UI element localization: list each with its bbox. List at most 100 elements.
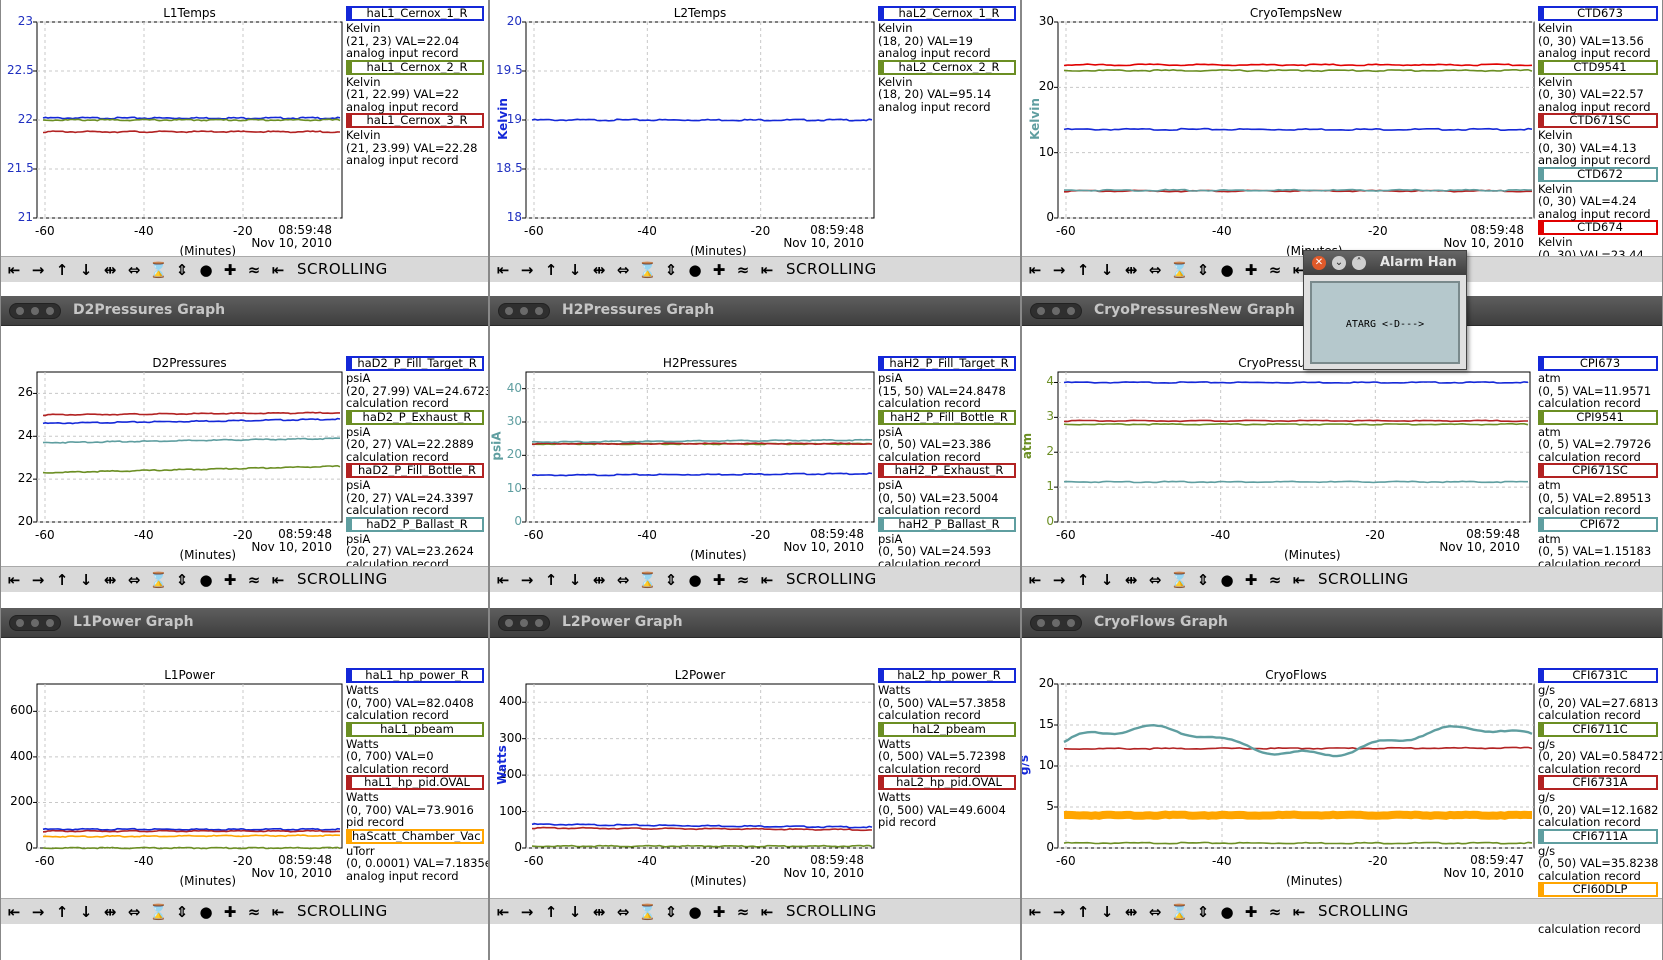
zoom-x-icon[interactable]: ⇹ [1124,903,1138,921]
legend-item-name[interactable]: haL2_Cernox_2_R [878,59,1016,75]
graph-window-d2pressures[interactable]: D2Pressures Graph D2Pressures 26 24 22 20 -60 -… [0,296,489,608]
legend-item-name[interactable]: haL1_hp_pid.OVAL [346,775,484,790]
plot-canvas[interactable] [490,608,1021,960]
zoom-y-icon[interactable]: ⇕ [175,261,189,279]
plus-icon[interactable]: ✚ [223,903,237,921]
plus-icon[interactable]: ✚ [223,571,237,589]
arrow-right-icon[interactable]: → [1052,571,1066,589]
legend-item-name[interactable]: CFI6731A [1538,775,1658,790]
close-icon[interactable] [1037,619,1045,627]
autoscale-icon[interactable]: ≈ [247,571,261,589]
plot-canvas[interactable] [1022,296,1663,608]
maximize-icon[interactable] [1067,619,1075,627]
graph-window-l2power[interactable]: L2Power Graph L2Power 400 300 200 100 0 -60 -40 -… [489,608,1021,960]
plus-icon[interactable]: ✚ [712,571,726,589]
back-icon[interactable]: ⇤ [271,571,285,589]
legend-item-name[interactable]: haD2_P_Fill_Target_R [346,356,484,371]
hourglass-icon[interactable]: ⌛ [638,571,657,589]
hourglass-icon[interactable]: ⌛ [1170,571,1189,589]
record-icon[interactable]: ● [199,571,213,589]
arrow-up-icon[interactable]: ↑ [55,261,69,279]
graph-window-cryoflows[interactable]: CryoFlows Graph CryoFlows 20 15 10 5 0 -60 -40 -2… [1021,608,1663,960]
arrow-down-icon[interactable]: ↓ [1100,903,1114,921]
plus-icon[interactable]: ✚ [223,261,237,279]
legend-item-name[interactable]: haD2_P_Exhaust_R [346,409,484,425]
legend-item-name[interactable]: CTD672 [1538,166,1658,182]
pan-x-icon[interactable]: ⇔ [1148,903,1162,921]
plot-canvas[interactable] [490,296,1021,608]
legend-item-name[interactable]: haD2_P_Fill_Bottle_R [346,463,484,478]
close-icon[interactable] [505,307,513,315]
zoom-x-icon[interactable]: ⇹ [592,903,606,921]
window-title-bar[interactable]: CryoFlows Graph [1022,608,1662,638]
back-icon[interactable]: ⇤ [1292,261,1306,279]
pan-x-icon[interactable]: ⇔ [1148,261,1162,279]
arrow-up-icon[interactable]: ↑ [544,903,558,921]
alarm-title-bar[interactable]: ✕ ⌄ ˄ Alarm Han [1304,251,1466,275]
arrow-up-icon[interactable]: ↑ [544,571,558,589]
autoscale-icon[interactable]: ≈ [1268,261,1282,279]
legend-item-name[interactable]: CFI6711A [1538,828,1658,844]
first-icon[interactable]: ⇤ [496,261,510,279]
minimize-icon[interactable] [520,307,528,315]
pan-x-icon[interactable]: ⇔ [127,903,141,921]
record-icon[interactable]: ● [688,903,702,921]
back-icon[interactable]: ⇤ [1292,571,1306,589]
first-icon[interactable]: ⇤ [7,903,21,921]
record-icon[interactable]: ● [199,261,213,279]
legend-item-name[interactable]: CPI673 [1538,356,1658,371]
back-icon[interactable]: ⇤ [271,903,285,921]
graph-window-l2temps[interactable]: L2Temps 20 19.5 19 18.5 18 -60 -40 -20 Kelvin (Min… [489,0,1021,298]
pan-x-icon[interactable]: ⇔ [127,261,141,279]
window-controls[interactable] [1030,303,1082,319]
pan-x-icon[interactable]: ⇔ [616,571,630,589]
first-icon[interactable]: ⇤ [1028,903,1042,921]
legend-item-name[interactable]: CTD9541 [1538,59,1658,75]
legend-item-name[interactable]: CPI671SC [1538,463,1658,478]
plot-canvas[interactable] [1022,608,1663,960]
minimize-icon[interactable] [1052,619,1060,627]
arrow-up-icon[interactable]: ↑ [1076,903,1090,921]
close-icon[interactable]: ✕ [1312,256,1326,270]
graph-window-l1temps[interactable]: L1Temps 23 22.5 22 21.5 21 -60 -40 -20 (Minutes) 0… [0,0,489,298]
back-icon[interactable]: ⇤ [760,903,774,921]
legend-item-name[interactable]: haL1_Cernox_2_R [346,59,484,75]
autoscale-icon[interactable]: ≈ [247,903,261,921]
first-icon[interactable]: ⇤ [7,571,21,589]
arrow-right-icon[interactable]: → [31,571,45,589]
minimize-icon[interactable] [520,619,528,627]
maximize-icon[interactable] [46,307,54,315]
plot-canvas[interactable] [1,296,489,608]
record-icon[interactable]: ● [1220,903,1234,921]
legend-item-name[interactable]: haH2_P_Exhaust_R [878,463,1016,478]
legend-item-name[interactable]: haL2_Cernox_1_R [878,6,1016,21]
window-controls[interactable] [9,303,61,319]
arrow-down-icon[interactable]: ↓ [568,261,582,279]
legend-item-name[interactable]: haL1_pbeam [346,721,484,737]
zoom-x-icon[interactable]: ⇹ [1124,571,1138,589]
first-icon[interactable]: ⇤ [496,571,510,589]
back-icon[interactable]: ⇤ [1292,903,1306,921]
maximize-icon[interactable] [535,619,543,627]
legend-item-name[interactable]: haH2_P_Fill_Bottle_R [878,409,1016,425]
legend-item-name[interactable]: CFI60DLP [1538,882,1658,897]
autoscale-icon[interactable]: ≈ [247,261,261,279]
close-icon[interactable] [16,619,24,627]
graph-window-h2pressures[interactable]: H2Pressures Graph H2Pressures 40 30 20 10 0 -60… [489,296,1021,608]
zoom-y-icon[interactable]: ⇕ [175,571,189,589]
plot-canvas[interactable] [1022,0,1663,298]
zoom-y-icon[interactable]: ⇕ [1196,571,1210,589]
zoom-y-icon[interactable]: ⇕ [664,903,678,921]
hourglass-icon[interactable]: ⌛ [149,903,168,921]
pan-x-icon[interactable]: ⇔ [616,903,630,921]
pan-x-icon[interactable]: ⇔ [127,571,141,589]
first-icon[interactable]: ⇤ [1028,571,1042,589]
zoom-y-icon[interactable]: ⇕ [1196,261,1210,279]
first-icon[interactable]: ⇤ [496,903,510,921]
zoom-x-icon[interactable]: ⇹ [1124,261,1138,279]
plot-canvas[interactable] [1,608,489,960]
legend-item-name[interactable]: CFI6731C [1538,668,1658,683]
maximize-icon[interactable]: ˄ [1352,256,1366,270]
back-icon[interactable]: ⇤ [760,571,774,589]
arrow-down-icon[interactable]: ↓ [1100,261,1114,279]
